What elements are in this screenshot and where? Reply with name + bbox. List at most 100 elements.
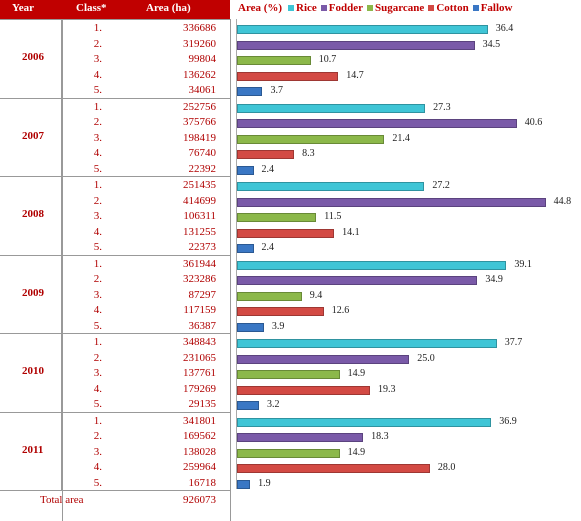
total-value: 926073 — [183, 494, 216, 506]
bar-value-label: 36.4 — [495, 23, 514, 34]
legend-swatch-cotton — [428, 5, 435, 12]
area-cell: 252756 — [183, 100, 216, 113]
class-cell: 3. — [93, 53, 102, 65]
area-cell: 16718 — [188, 476, 217, 489]
class-cell: 2. — [93, 116, 102, 128]
year-label: 2011 — [22, 443, 44, 456]
area-cell: 131255 — [183, 225, 216, 238]
bar-value-label: 21.4 — [392, 132, 410, 144]
bar-fodder-2010 — [237, 354, 410, 364]
row-separator — [62, 333, 230, 334]
bar-value-label: 14.7 — [346, 69, 364, 81]
area-cell: 99804 — [188, 53, 217, 65]
area-cell: 414699 — [183, 194, 216, 207]
bar-value-label: 25.0 — [417, 352, 435, 364]
year-cell — [0, 19, 62, 98]
area-cell: 251435 — [183, 179, 216, 191]
bar-fallow-2006 — [237, 87, 263, 97]
bar-value-label: 10.7 — [318, 54, 337, 66]
legend-swatch-fallow — [472, 5, 479, 12]
area-cell: 87297 — [188, 288, 217, 301]
bar-fallow-2008 — [237, 244, 254, 254]
bar-cotton-2010 — [237, 385, 370, 395]
row-separator — [62, 254, 230, 256]
bar-value-label: 44.8 — [553, 195, 572, 207]
legend-label-sugarcane: Sugarcane — [375, 2, 425, 14]
bar-fallow-2010 — [237, 401, 260, 411]
bar-sugarcane-2009 — [237, 291, 302, 301]
class-cell: 5. — [93, 162, 102, 175]
bar-sugarcane-2010 — [237, 370, 340, 380]
bar-chart: 36.4 34.5 10.7 14.7 3.7 27.3 40.6 21.4 8.3 2.4 27.… — [231, 19, 581, 499]
year-label: 2006 — [22, 51, 44, 64]
class-cell: 5. — [93, 476, 102, 489]
class-cell: 4. — [93, 304, 102, 316]
bar-rice-2010 — [237, 339, 497, 348]
area-cell: 138028 — [183, 445, 216, 458]
class-cell: 4. — [93, 461, 102, 473]
row-separator — [62, 411, 230, 413]
year-label: 2008 — [22, 208, 44, 221]
bar-fallow-2011 — [237, 479, 251, 489]
table-header-left: Year Class* Area (ha) — [0, 0, 230, 19]
bar-value-label: 27.2 — [432, 180, 450, 191]
bar-value-label: 19.3 — [377, 383, 396, 395]
legend-label-rice: Rice — [296, 2, 317, 14]
bar-value-label: 27.3 — [433, 101, 451, 113]
bar-value-label: 2.4 — [261, 163, 275, 175]
class-cell: 3. — [93, 445, 102, 458]
class-cell: 3. — [93, 131, 102, 144]
row-separator — [62, 19, 230, 20]
bar-value-label: 3.7 — [270, 85, 283, 97]
area-cell: 231065 — [183, 351, 216, 364]
column-divider — [230, 19, 231, 521]
bar-value-label: 12.6 — [331, 305, 350, 317]
area-cell: 179269 — [183, 382, 216, 395]
bar-rice-2009 — [237, 260, 507, 270]
class-cell: 4. — [93, 225, 102, 238]
total-separator — [0, 490, 230, 491]
bar-value-label: 3.9 — [271, 320, 285, 332]
bar-fallow-2009 — [237, 322, 264, 332]
bar-value-label: 39.1 — [514, 258, 532, 270]
bar-fodder-2009 — [237, 276, 478, 286]
area-cell: 375766 — [183, 116, 216, 128]
bar-cotton-2006 — [237, 71, 339, 81]
year-header: Year — [12, 2, 34, 14]
class-cell: 2. — [93, 194, 102, 207]
class-cell: 2. — [93, 37, 102, 50]
class-cell: 1. — [93, 100, 102, 113]
area-cell: 169562 — [183, 430, 216, 442]
year-label: 2009 — [22, 286, 44, 299]
area-cell: 323286 — [183, 273, 216, 285]
bar-cotton-2008 — [237, 228, 335, 238]
bar-value-label: 11.5 — [324, 211, 342, 223]
area-cell: 34061 — [188, 84, 217, 96]
class-header: Class* — [76, 2, 107, 14]
class-cell: 5. — [93, 398, 102, 410]
table-header: Year Class* Area (ha) Area (%) Rice Fodde… — [0, 0, 581, 19]
bar-value-label: 40.6 — [524, 117, 543, 129]
bar-value-label: 28.0 — [437, 462, 456, 474]
bar-sugarcane-2007 — [237, 134, 385, 144]
area-header: Area (ha) — [146, 2, 191, 14]
area-cell: 198419 — [183, 131, 216, 144]
year-cell — [0, 97, 62, 176]
year-label: 2007 — [22, 129, 44, 142]
area-cell: 136262 — [183, 68, 216, 81]
bar-value-label: 36.9 — [499, 415, 517, 427]
area-cell: 319260 — [183, 37, 216, 50]
year-cell — [0, 254, 62, 333]
bar-value-label: 37.7 — [504, 337, 523, 348]
year-label: 2010 — [22, 365, 44, 378]
bar-fallow-2007 — [237, 165, 254, 175]
row-separator — [62, 176, 230, 177]
column-divider — [62, 19, 63, 521]
class-cell: 1. — [93, 179, 102, 191]
legend-label-fodder: Fodder — [328, 2, 363, 14]
bar-sugarcane-2006 — [237, 56, 311, 66]
bar-cotton-2011 — [237, 464, 430, 474]
bar-value-label: 3.2 — [267, 399, 280, 411]
legend-swatch-fodder — [320, 5, 327, 12]
area-cell: 336686 — [183, 22, 216, 34]
